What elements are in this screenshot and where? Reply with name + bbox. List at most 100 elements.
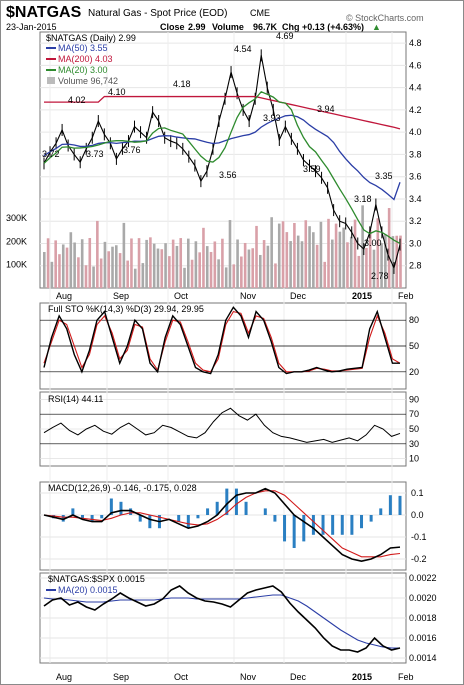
macd-tick-label: -0.2 <box>411 554 427 564</box>
price-tick-label: 3.8 <box>409 149 422 159</box>
exchange-label: CME <box>250 8 270 18</box>
macd-hist-bar <box>225 488 229 515</box>
price-tick-label: 3.4 <box>409 194 422 204</box>
price-axis: 4.8 4.6 4.4 4.2 4.0 3.8 3.6 3.4 3.2 3.0 2.8 <box>409 38 422 271</box>
instrument-name: Natural Gas - Spot Price (EOD) <box>88 8 227 19</box>
macd-hist-bar <box>331 515 335 535</box>
price-annotation: 3.35 <box>375 171 393 181</box>
macd-line <box>43 487 401 563</box>
ratio-tick-label: 0.0022 <box>409 573 437 583</box>
volume-bar <box>334 223 338 288</box>
chg-label: Chg <box>282 22 300 32</box>
volume-bar <box>232 264 236 288</box>
price-annotation: 4.18 <box>173 79 191 89</box>
volume-bar <box>88 238 92 288</box>
macd-hist-bar <box>350 515 354 535</box>
volume-bar <box>293 222 296 288</box>
volume-bar <box>133 268 137 288</box>
volume-bar <box>243 242 247 288</box>
volume-axis: 300K 200K 100K <box>6 213 27 270</box>
ratio-title: $NATGAS:$SPX 0.0015 <box>48 574 145 584</box>
volume-bar <box>372 249 376 288</box>
price-annotation: 3.00 <box>364 238 382 248</box>
volume-bar <box>308 226 311 288</box>
price-annotation: 3.56 <box>219 170 237 180</box>
volume-bar <box>384 234 387 288</box>
volume-bar <box>312 232 315 288</box>
rsi-title: RSI(14) 44.11 <box>48 394 103 404</box>
ma200-line <box>44 95 401 130</box>
volume-bar <box>236 239 239 288</box>
volume-bar <box>130 238 133 288</box>
volume-bar <box>194 241 198 288</box>
macd-hist-bar <box>206 508 210 515</box>
volume-bar <box>80 239 84 288</box>
volume-label: Volume <box>212 22 244 32</box>
volume-bar <box>285 232 289 288</box>
rsi-tick-label: 10 <box>409 454 419 464</box>
macd-tick-label: -0.1 <box>411 532 427 542</box>
volume-bar <box>289 241 292 288</box>
sto-k-line <box>43 306 400 375</box>
price-tick-label: 4.8 <box>409 38 422 48</box>
volume-bar <box>190 259 194 288</box>
volume-bar <box>168 256 171 288</box>
macd-hist-bar <box>273 515 277 522</box>
volume-bar <box>338 231 342 288</box>
macd-hist-bar <box>398 495 402 515</box>
close-label: Close <box>160 22 185 32</box>
volume-bar <box>84 265 88 288</box>
price-annotation: 4.10 <box>108 87 126 97</box>
volume-bar <box>304 220 308 288</box>
price-annotation: 3.76 <box>123 145 141 155</box>
macd-hist-bar <box>388 495 392 515</box>
macd-hist-bar <box>292 515 296 548</box>
price-annotation: 4.02 <box>68 95 86 105</box>
volume-bar <box>99 258 103 288</box>
rsi-tick-label: 70 <box>409 409 419 419</box>
macd-hist-bar <box>196 515 200 519</box>
sto-tick-label: 50 <box>409 341 419 351</box>
volume-bars <box>43 205 402 288</box>
volume-bar <box>240 256 243 288</box>
price-tick-label: 2.8 <box>409 261 422 271</box>
price-tick-label: 4.6 <box>409 60 422 70</box>
volume-bar <box>183 267 186 288</box>
volume-bar <box>387 208 391 288</box>
volume-bar <box>319 221 323 288</box>
macd-hist-bar <box>215 501 219 515</box>
sto-tick-label: 20 <box>409 367 419 377</box>
macd-hist-bar <box>109 498 113 515</box>
volume-bar <box>46 238 50 288</box>
price-annotation: 3.59 <box>303 164 321 174</box>
chart-date: 23-Jan-2015 <box>6 22 57 32</box>
volume-bar <box>281 221 285 288</box>
legend-ma200: MA(200) 4.03 <box>58 54 113 64</box>
macd-hist-bar <box>71 508 75 515</box>
macd-signal-line <box>43 490 401 558</box>
price-annotation: 2.78 <box>371 271 389 281</box>
macd-hist-bar <box>369 515 373 522</box>
volume-bar <box>259 254 262 288</box>
volume-bar <box>50 261 54 288</box>
volume-bar <box>198 252 201 288</box>
volume-bar <box>73 242 76 288</box>
volume-tick-label: 200K <box>6 236 27 246</box>
macd-hist-bar <box>138 515 142 522</box>
price-tick-label: 3.6 <box>409 172 422 182</box>
macd-hist-bar <box>311 515 315 535</box>
rsi-tick-label: 90 <box>409 394 419 404</box>
volume-bar <box>327 218 330 288</box>
volume-bar <box>209 251 213 288</box>
legend-ma50: MA(50) 3.55 <box>58 43 108 53</box>
ma20-line <box>43 90 401 245</box>
x-tick-label-bottom: Oct <box>174 672 189 682</box>
volume-bar <box>365 247 368 288</box>
macd-hist-bar <box>90 515 94 522</box>
sto-series: 80 50 20 <box>40 306 419 377</box>
macd-hist-bar <box>61 515 65 522</box>
volume-bar <box>262 240 266 288</box>
macd-hist-bar <box>129 508 133 515</box>
x-tick-label-bottom: Nov <box>240 672 257 682</box>
